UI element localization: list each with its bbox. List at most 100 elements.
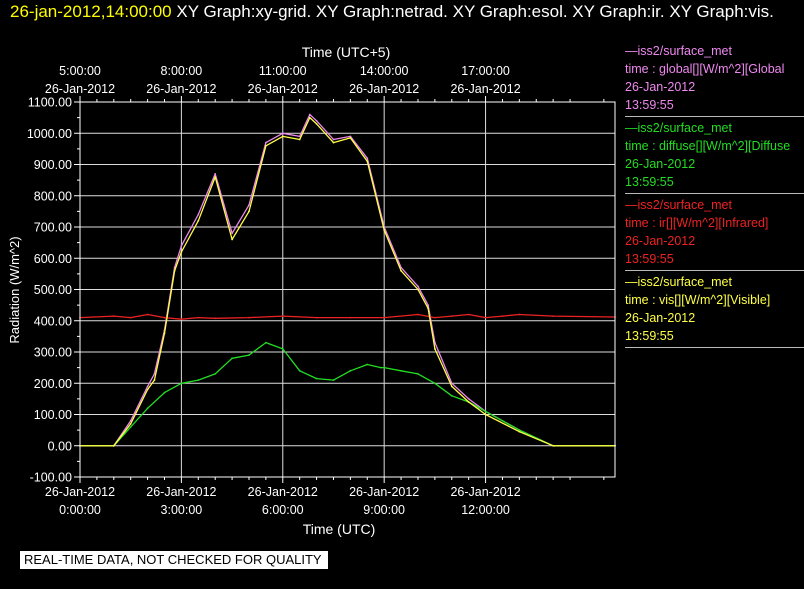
x-tick-date: 26-Jan-2012 xyxy=(45,485,115,499)
data-point-global xyxy=(231,232,234,235)
x-tick-date: 26-Jan-2012 xyxy=(450,485,520,499)
legend-var: time : vis[][W/m^2][Visible] xyxy=(625,293,771,307)
data-point-global xyxy=(349,135,352,138)
y-tick-label: 200.00 xyxy=(34,377,72,391)
legend-time: 13:59:55 xyxy=(625,175,674,189)
data-point-vis xyxy=(231,238,234,241)
x2-tick-date: 26-Jan-2012 xyxy=(45,82,115,96)
legend-title: —iss2/surface_met xyxy=(625,275,732,289)
x2-tick-time: 11:00:00 xyxy=(259,64,307,78)
x-tick-time: 9:00:00 xyxy=(363,503,405,517)
legend-date: 26-Jan-2012 xyxy=(625,234,696,248)
data-point-vis xyxy=(197,219,200,222)
data-point-diffuse xyxy=(129,426,132,428)
data-point-vis xyxy=(383,229,386,232)
data-point-ir xyxy=(248,316,250,319)
legend-entry: —iss2/surface_met time : diffuse[][W/m^2]… xyxy=(625,119,804,194)
legend-var: time : ir[][W/m^2][Infrared] xyxy=(625,216,769,230)
data-point-vis xyxy=(400,269,402,272)
legend-var: time : global[][W/m^2][Global xyxy=(625,62,785,76)
data-point-ir xyxy=(180,318,183,321)
legend-var: time : diffuse[][W/m^2][Diffuse xyxy=(625,139,791,153)
data-point-ir xyxy=(112,315,115,317)
data-point-diffuse xyxy=(265,341,267,344)
x2-tick-time: 14:00:00 xyxy=(360,64,409,78)
data-point-vis xyxy=(366,160,369,163)
data-point-vis xyxy=(417,288,419,291)
grid-lines xyxy=(80,102,615,477)
data-point-ir xyxy=(552,315,555,317)
x2-tick-time: 8:00:00 xyxy=(161,64,203,78)
x-tick-date: 26-Jan-2012 xyxy=(248,485,318,499)
data-point-global xyxy=(265,141,267,144)
data-point-vis xyxy=(129,423,132,425)
data-point-ir xyxy=(349,316,352,319)
data-point-global xyxy=(248,204,250,207)
data-point-vis xyxy=(248,210,250,213)
y-axis: -100.00 0.00 100.00 200.00 300.00 400.00 500.0… xyxy=(27,96,80,485)
data-point-vis xyxy=(434,348,436,350)
y-tick-label: 300.00 xyxy=(34,346,72,360)
data-point-ir xyxy=(434,316,436,319)
data-point-vis xyxy=(332,141,335,144)
data-point-ir xyxy=(197,316,200,319)
data-point-diffuse xyxy=(315,377,318,380)
data-point-global xyxy=(417,285,419,288)
data-point-global xyxy=(146,385,149,388)
y-tick-label: 600.00 xyxy=(34,252,72,266)
series-line-diffuse xyxy=(80,341,615,447)
x-tick-date: 26-Jan-2012 xyxy=(349,485,419,499)
x2-tick-date: 26-Jan-2012 xyxy=(248,82,318,96)
y-tick-label: 500.00 xyxy=(34,283,72,297)
x-axis-bottom: 26-Jan-2012 0:00:00 26-Jan-2012 3:00:00 26-J… xyxy=(45,477,605,517)
data-point-diffuse xyxy=(417,373,419,375)
data-point-ir xyxy=(501,315,504,317)
graph-description: XY Graph:xy-grid. XY Graph:netrad. XY Gr… xyxy=(176,2,774,21)
y-tick-label: 400.00 xyxy=(34,314,72,328)
data-point-diffuse xyxy=(281,348,284,350)
data-point-diffuse xyxy=(366,363,369,366)
x-tick-date: 26-Jan-2012 xyxy=(146,485,216,499)
series-line-ir xyxy=(79,313,616,320)
legend-date: 26-Jan-2012 xyxy=(625,311,696,325)
data-point-ir xyxy=(484,316,487,319)
data-point-global xyxy=(427,304,429,306)
data-point-ir xyxy=(518,313,521,316)
x2-tick-time: 5:00:00 xyxy=(59,64,101,78)
data-point-global xyxy=(450,382,453,385)
data-point-vis xyxy=(112,444,115,447)
data-point-ir xyxy=(417,313,419,316)
x-tick-time: 0:00:00 xyxy=(59,503,101,517)
legend-date: 26-Jan-2012 xyxy=(625,80,696,94)
x2-tick-date: 26-Jan-2012 xyxy=(349,82,419,96)
data-point-vis xyxy=(281,135,284,138)
data-point-vis xyxy=(298,138,301,141)
legend-entry: —iss2/surface_met time : ir[][W/m^2][Infr… xyxy=(625,196,804,271)
data-point-vis xyxy=(450,385,453,388)
data-point-diffuse xyxy=(298,369,301,372)
data-point-vis xyxy=(265,144,267,147)
data-point-global xyxy=(129,419,132,422)
data-point-global xyxy=(180,244,183,247)
y-tick-label: 0.00 xyxy=(48,439,72,453)
legend-time: 13:59:55 xyxy=(625,252,674,266)
y-axis-label: Radiation (W/m^2) xyxy=(7,236,22,343)
data-point-ir xyxy=(129,316,132,319)
data-point-diffuse xyxy=(214,373,217,375)
data-point-global xyxy=(467,398,470,400)
x2-tick-date: 26-Jan-2012 xyxy=(450,82,520,96)
legend-title: —iss2/surface_met xyxy=(625,44,732,58)
data-point-diffuse xyxy=(163,391,166,394)
data-point-ir xyxy=(146,313,149,316)
legend-date: 26-Jan-2012 xyxy=(625,157,696,171)
legend-time: 13:59:55 xyxy=(625,329,674,343)
data-point-ir xyxy=(214,317,217,320)
data-point-diffuse xyxy=(248,354,250,356)
series-layer xyxy=(79,113,616,447)
y-tick-label: 800.00 xyxy=(34,189,72,203)
data-point-global xyxy=(308,113,311,116)
chart-header: 26-jan-2012,14:00:00 XY Graph:xy-grid. X… xyxy=(10,1,800,23)
data-point-vis xyxy=(173,269,176,272)
